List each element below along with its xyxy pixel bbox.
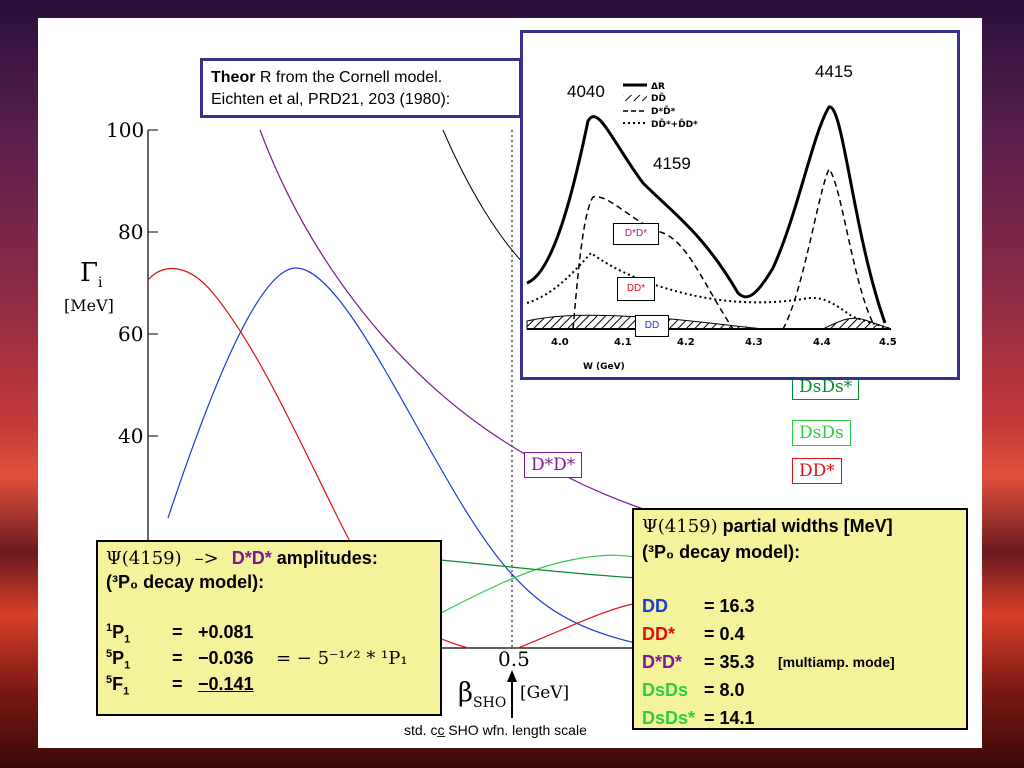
inset-x-tick: 4.4	[813, 337, 831, 348]
inset-peak-label: 4040	[567, 82, 605, 101]
y-axis-symbol: Γi	[80, 258, 103, 292]
inset-x-tick: 4.0	[551, 337, 569, 348]
label-dsds: DsDs	[792, 420, 851, 446]
inset-x-label: W (GeV)	[583, 362, 625, 372]
inset-ddstar-line	[526, 251, 892, 330]
inset-dd-area-2	[822, 317, 892, 330]
y-axis-unit: [MeV]	[64, 296, 114, 315]
inset-legend-label: ΔR	[651, 82, 665, 92]
x-axis-unit: [GeV]	[520, 683, 570, 703]
slide: 100 80 60 40 0.5 Γi [MeV] βSHO [GeV] std…	[38, 18, 982, 748]
y-tick-label: 80	[118, 220, 143, 244]
series-line-dsds-star	[417, 557, 639, 579]
label-ddstar: DD*	[792, 458, 842, 484]
inset-marker-ddstar: DD*	[617, 277, 655, 301]
amp-row-2: 5P1 = −0.036 = − 5⁻¹ᐟ² * ¹P₁	[106, 648, 408, 672]
inset-x-tick: 4.5	[879, 337, 897, 348]
inset-legend: ΔR DD̄ D*D̄* DD̄*+D̄D*	[623, 82, 698, 130]
main-plot: 100 80 60 40 0.5	[106, 118, 879, 718]
inset-legend-label: DD̄*+D̄D*	[651, 118, 698, 130]
width-row: D*D* = 35.3 [multiamp. mode]	[642, 652, 895, 672]
widths-box: Ψ(4159) partial widths [MeV] (³P₀ decay …	[632, 508, 968, 730]
label-dstards: D*D*	[524, 452, 583, 478]
arrow-head	[507, 670, 517, 682]
amplitudes-box: Ψ(4159) –> D*D* amplitudes: (³P₀ decay m…	[96, 540, 442, 716]
arrow-caption: std. cc̲ SHO wfn. length scale	[404, 722, 587, 738]
note-line1: R from the Cornell model.	[255, 69, 443, 86]
y-tick-label: 100	[106, 118, 144, 142]
series-line-dd	[167, 267, 659, 649]
widths-model: (³P₀ decay model):	[642, 542, 801, 562]
width-row: DsDs = 8.0	[642, 680, 745, 700]
series-line-other	[442, 129, 529, 269]
inset-peak-label: 4159	[653, 154, 691, 173]
width-row: DD = 16.3	[642, 596, 755, 616]
note-bold: Theor	[211, 69, 256, 86]
x-tick-label: 0.5	[498, 647, 530, 671]
inset-marker-dd: DD	[635, 315, 669, 337]
inset-x-tick: 4.3	[745, 337, 763, 348]
inset-legend-label: DD̄	[651, 92, 666, 104]
width-row: DsDs* = 14.1	[642, 708, 755, 728]
inset-legend-label: D*D̄*	[651, 105, 676, 117]
inset-dstards-line	[572, 167, 874, 330]
source-note: Theor R from the Cornell model. Eichten …	[200, 58, 522, 118]
inset-x-tick: 4.2	[677, 337, 695, 348]
note-line2: Eichten et al, PRD21, 203 (1980):	[211, 91, 451, 108]
inset-total-line	[526, 105, 887, 324]
series-line-ddstar-2	[517, 602, 639, 649]
y-ticks	[148, 129, 158, 437]
widths-title: Ψ(4159) partial widths [MeV]	[642, 516, 893, 537]
amp-model: (³P₀ decay model):	[106, 572, 265, 592]
amp-row-1: 1P1 = +0.081	[106, 622, 254, 646]
inset-x-tick: 4.1	[614, 337, 632, 348]
amp-row-3: 5F1 = −0.141	[106, 674, 254, 698]
inset-marker-dstards: D*D*	[613, 223, 659, 245]
inset-peak-label: 4415	[815, 62, 853, 81]
amp-title: Ψ(4159) –> D*D* amplitudes:	[106, 548, 378, 569]
y-tick-label: 60	[118, 322, 143, 346]
width-row: DD* = 0.4	[642, 624, 745, 644]
inset-plot: 4.0 4.1 4.2 4.3 4.4 4.5 W (GeV)	[520, 30, 960, 380]
inset-svg: 4.0 4.1 4.2 4.3 4.4 4.5 W (GeV)	[526, 62, 897, 372]
y-tick-label: 40	[118, 424, 143, 448]
x-axis-symbol: βSHO	[458, 678, 507, 712]
